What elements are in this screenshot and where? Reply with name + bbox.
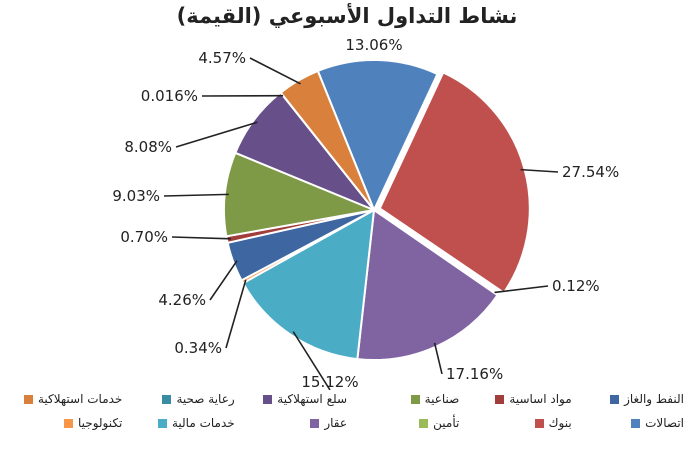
legend-swatch: [23, 394, 33, 404]
legend-swatch: [310, 418, 320, 428]
legend-swatch: [263, 394, 273, 404]
legend-item: تأمين: [347, 416, 459, 430]
legend-swatch: [631, 418, 641, 428]
legend-label: مواد اساسية: [509, 392, 572, 406]
chart-title: نشاط التداول الأسبوعي (القيمة): [176, 4, 518, 28]
leader-line: [433, 342, 443, 375]
legend-swatch: [495, 394, 505, 404]
legend-item: مواد اساسية: [459, 392, 572, 406]
legend-label: بنوك: [548, 416, 572, 430]
pie-slice: [241, 208, 376, 361]
leader-line: [249, 57, 301, 85]
pie-slice: [316, 59, 439, 213]
pie-slice: [378, 71, 531, 295]
leader-line: [163, 193, 229, 197]
slice-data-label: 0.016%: [141, 87, 198, 105]
slice-data-label: 0.12%: [552, 277, 600, 295]
legend-item: اتصالات: [572, 416, 684, 430]
legend-item: النفط والغاز: [572, 392, 684, 406]
slice-data-label: 8.08%: [124, 138, 172, 156]
legend-label: خدمات مالية: [171, 416, 235, 430]
slice-data-label: 0.34%: [174, 339, 222, 357]
slice-data-label: 4.26%: [158, 291, 206, 309]
slice-data-label: 0.70%: [120, 228, 168, 246]
leader-line: [175, 121, 258, 148]
legend-item: خدمات استهلاكية: [10, 392, 122, 406]
legend-label: صناعية: [424, 392, 460, 406]
legend-item: رعاية صحية: [122, 392, 235, 406]
slice-data-label: 9.03%: [112, 187, 160, 205]
legend-item: صناعية: [347, 392, 459, 406]
slice-data-label: 17.16%: [446, 365, 503, 383]
legend-item: سلع استهلاكية: [235, 392, 347, 406]
leader-line: [292, 331, 331, 390]
legend-label: تكنولوجيا: [78, 416, 123, 430]
slice-data-label: 27.54%: [562, 163, 619, 181]
leader-line: [520, 168, 559, 173]
legend-label: سلع استهلاكية: [277, 392, 347, 406]
legend-swatch: [162, 394, 172, 404]
leader-line: [171, 236, 231, 240]
slice-data-label: 4.57%: [198, 49, 246, 67]
slice-data-label: 13.06%: [345, 36, 402, 54]
legend-swatch: [610, 394, 620, 404]
legend-label: اتصالات: [645, 416, 684, 430]
slice-data-label: 15.12%: [301, 373, 358, 390]
legend-item: خدمات مالية: [122, 416, 235, 430]
legend-label: تأمين: [433, 416, 460, 430]
legend-label: رعاية صحية: [176, 392, 235, 406]
legend-swatch: [157, 418, 167, 428]
legend-swatch: [534, 418, 544, 428]
pie-chart: 13.06% 27.54% 0.12% 17.16% 15.12% 0.34% 4.26% 0…: [112, 36, 619, 390]
legend-label: خدمات استهلاكية: [37, 392, 123, 406]
legend-swatch: [410, 394, 420, 404]
legend-item: بنوك: [459, 416, 572, 430]
legend: النفط والغاز مواد اساسية صناعية سلع استهلاك…: [10, 392, 684, 430]
leader-line: [494, 285, 549, 294]
legend-swatch: [64, 418, 73, 428]
legend-item: عقار: [235, 416, 347, 430]
legend-item: تكنولوجيا: [10, 416, 122, 430]
pie-slice: [279, 69, 375, 211]
legend-label: عقار: [324, 416, 347, 430]
legend-swatch: [419, 418, 429, 428]
leader-line: [209, 260, 238, 301]
legend-label: النفط والغاز: [624, 392, 684, 406]
leader-line: [225, 279, 247, 349]
